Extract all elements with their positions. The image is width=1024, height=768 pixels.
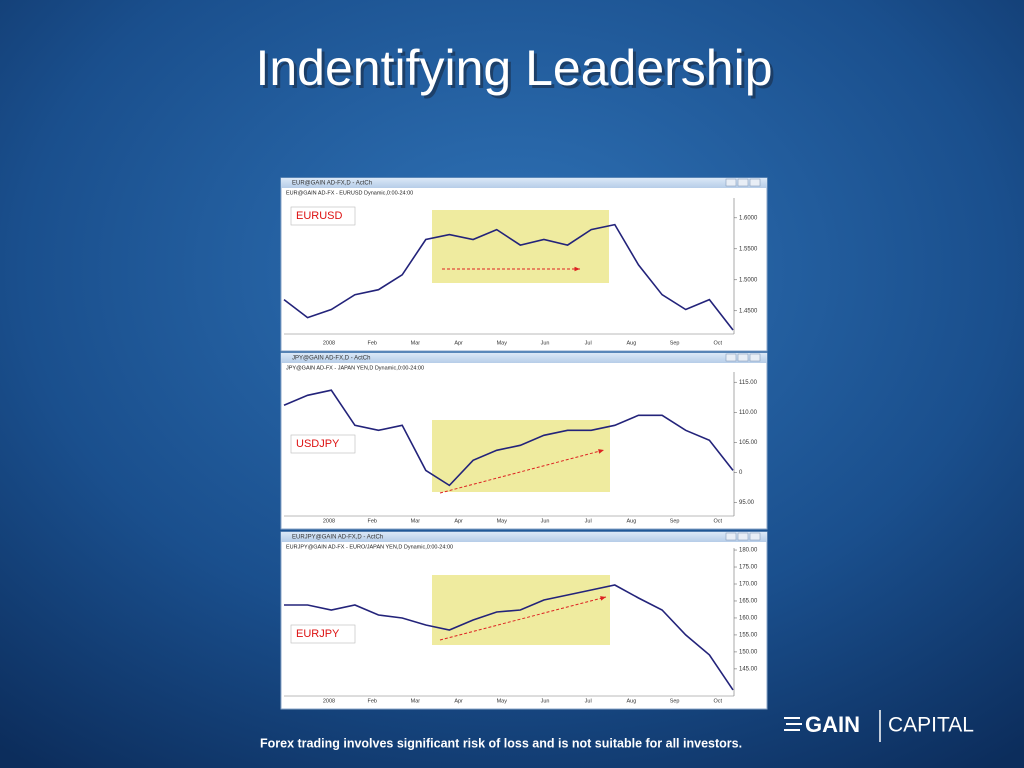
y-tick-label: 145.00 — [739, 666, 758, 672]
month-label: Aug — [627, 518, 637, 524]
y-tick-label: 175.00 — [739, 565, 758, 571]
window-button — [749, 532, 761, 541]
y-tick-label: 1.6000 — [739, 215, 758, 221]
window-title: JPY@GAIN AD-FX,D - ActCh — [292, 356, 370, 362]
month-label: Jun — [541, 698, 550, 704]
title-bar — [281, 532, 767, 542]
arrow-head — [574, 266, 580, 272]
month-label: Mar — [411, 698, 421, 704]
month-label: Feb — [367, 698, 376, 704]
price-line — [284, 584, 734, 691]
highlight-box — [432, 210, 609, 283]
pair-label-box — [290, 624, 356, 644]
month-label: Feb — [367, 340, 376, 346]
month-label: Feb — [367, 518, 376, 524]
window-button — [725, 178, 737, 187]
month-label: 2008 — [323, 518, 335, 524]
logo-capital: CAPITAL — [888, 714, 974, 737]
arrow-head — [598, 449, 604, 454]
y-tick-label: 110.00 — [739, 410, 758, 416]
month-label: Sep — [670, 698, 680, 704]
y-tick-label: 155.00 — [739, 633, 758, 639]
month-label: Jul — [585, 340, 592, 346]
month-label: Aug — [627, 340, 637, 346]
logo: GAIN CAPITAL — [784, 710, 974, 742]
window-button — [749, 178, 761, 187]
logo-gain: GAIN — [805, 712, 860, 737]
y-tick-label: 115.00 — [739, 380, 758, 386]
month-label: Jun — [541, 518, 550, 524]
price-line — [283, 223, 734, 331]
month-label: Mar — [411, 340, 421, 346]
chart-window: EUR@GAIN AD-FX,D - ActCh EUR@GAIN AD-FX -… — [280, 177, 768, 352]
y-tick-label: 1.5500 — [739, 246, 758, 252]
chart-title: EUR@GAIN AD-FX - EURUSD Dynamic,0:00-24:… — [286, 190, 413, 196]
y-tick-label: 170.00 — [739, 582, 758, 588]
month-label: 2008 — [323, 340, 335, 346]
title-bar — [281, 353, 767, 363]
window-title: EURJPY@GAIN AD-FX,D - ActCh — [292, 535, 383, 541]
title-bar — [281, 178, 767, 188]
month-label: Sep — [670, 340, 680, 346]
disclaimer: Forex trading involves significant risk … — [260, 736, 742, 750]
y-tick-label: 0 — [739, 470, 743, 476]
month-label: Apr — [454, 698, 463, 704]
pair-label-box — [290, 206, 356, 226]
month-label: Jul — [585, 698, 592, 704]
month-label: May — [497, 518, 508, 524]
month-label: Apr — [454, 340, 463, 346]
pair-label: EURUSD — [296, 210, 343, 222]
y-tick-label: 105.00 — [739, 440, 758, 446]
pair-label: EURJPY — [296, 628, 340, 640]
price-line — [283, 389, 734, 487]
y-tick-label: 160.00 — [739, 616, 758, 622]
arrow-head — [600, 596, 606, 601]
window-button — [737, 532, 749, 541]
chart-window: EURJPY@GAIN AD-FX,D - ActCh EURJPY@GAIN A… — [280, 531, 768, 710]
pair-label: USDJPY — [296, 438, 340, 450]
y-tick-label: 1.4500 — [739, 308, 758, 314]
window-title: EUR@GAIN AD-FX,D - ActCh — [292, 181, 372, 187]
window-button — [737, 178, 749, 187]
window-button — [749, 353, 761, 362]
month-label: Apr — [454, 518, 463, 524]
month-label: Jul — [585, 518, 592, 524]
window-button — [725, 353, 737, 362]
y-tick-label: 1.5000 — [739, 277, 758, 283]
window-button — [737, 353, 749, 362]
chart-window: JPY@GAIN AD-FX,D - ActCh JPY@GAIN AD-FX -… — [280, 352, 768, 530]
y-tick-label: 165.00 — [739, 599, 758, 605]
month-label: 2008 — [323, 698, 335, 704]
month-label: Sep — [670, 518, 680, 524]
chart-title: JPY@GAIN AD-FX - JAPAN YEN,D Dynamic,0:0… — [286, 365, 424, 371]
month-label: May — [497, 340, 508, 346]
y-tick-label: 150.00 — [739, 650, 758, 656]
y-tick-label: 180.00 — [739, 548, 758, 554]
month-label: Oct — [714, 340, 723, 346]
chart-title: EURJPY@GAIN AD-FX - EURO/JAPAN YEN,D Dyn… — [286, 544, 453, 550]
month-label: Oct — [714, 518, 723, 524]
y-tick-label: 95.00 — [739, 500, 755, 506]
month-label: Jun — [541, 340, 550, 346]
month-label: Aug — [627, 698, 637, 704]
window-button — [725, 532, 737, 541]
month-label: Mar — [411, 518, 421, 524]
charts: EUR@GAIN AD-FX,D - ActCh EUR@GAIN AD-FX -… — [280, 177, 768, 710]
month-label: Oct — [714, 698, 723, 704]
pair-label-box — [290, 434, 356, 454]
trend-arrow — [439, 449, 605, 494]
slide-title: Indentifying Leadership — [255, 40, 772, 96]
title-shadow: Indentifying Leadership — [258, 43, 775, 99]
trend-arrow — [439, 596, 607, 641]
month-label: May — [497, 698, 508, 704]
